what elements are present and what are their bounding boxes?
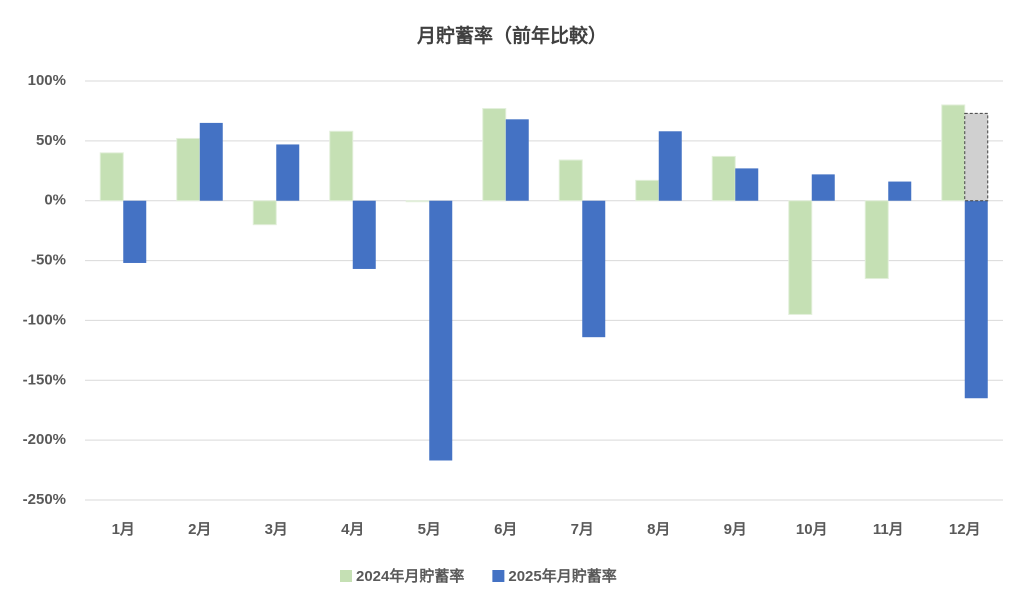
bar (352, 200, 376, 269)
bar (505, 119, 529, 201)
y-tick-label: -100% (23, 311, 66, 328)
x-tick-label: 4月 (341, 521, 364, 538)
y-tick-label: -150% (23, 371, 66, 388)
bar (558, 159, 583, 202)
bar (582, 200, 606, 338)
y-tick-label: -250% (23, 491, 66, 508)
bar (99, 152, 124, 202)
legend-label: 2025年月貯蓄率 (508, 567, 616, 585)
x-tick-label: 5月 (418, 521, 441, 538)
y-tick-label: -50% (31, 252, 66, 269)
legend-swatch (492, 570, 505, 582)
bar (811, 174, 835, 201)
x-tick-label: 2月 (188, 521, 211, 538)
bar (788, 200, 813, 315)
y-tick-label: 100% (28, 72, 66, 89)
bar (252, 200, 277, 226)
y-tick-label: 0% (44, 192, 66, 209)
bar (123, 200, 147, 263)
bar (635, 179, 660, 202)
bar (964, 200, 988, 399)
legend-label: 2024年月貯蓄率 (356, 567, 464, 585)
bar (658, 131, 682, 201)
bar (405, 200, 430, 203)
bar (329, 130, 354, 202)
bar (864, 200, 889, 280)
bar (176, 137, 201, 202)
x-tick-label: 12月 (949, 521, 981, 538)
bar (276, 144, 300, 201)
x-tick-label: 9月 (724, 521, 747, 538)
y-tick-label: 50% (36, 132, 66, 149)
x-tick-label: 7月 (571, 521, 594, 538)
chart-title: 月貯蓄率（前年比較） (416, 24, 607, 47)
x-tick-label: 10月 (796, 521, 828, 538)
bar (482, 108, 507, 202)
x-tick-label: 6月 (494, 521, 517, 538)
bar (964, 112, 989, 202)
x-tick-label: 1月 (112, 521, 135, 538)
bar (711, 155, 736, 202)
legend-swatch (340, 570, 352, 582)
bar (735, 168, 759, 201)
x-tick-label: 3月 (265, 521, 288, 538)
x-tick-label: 11月 (873, 521, 904, 538)
bar (888, 181, 912, 201)
bar (941, 104, 966, 202)
bar (429, 200, 453, 461)
bar (199, 122, 223, 201)
x-tick-label: 8月 (647, 521, 670, 538)
y-tick-label: -200% (23, 431, 66, 448)
